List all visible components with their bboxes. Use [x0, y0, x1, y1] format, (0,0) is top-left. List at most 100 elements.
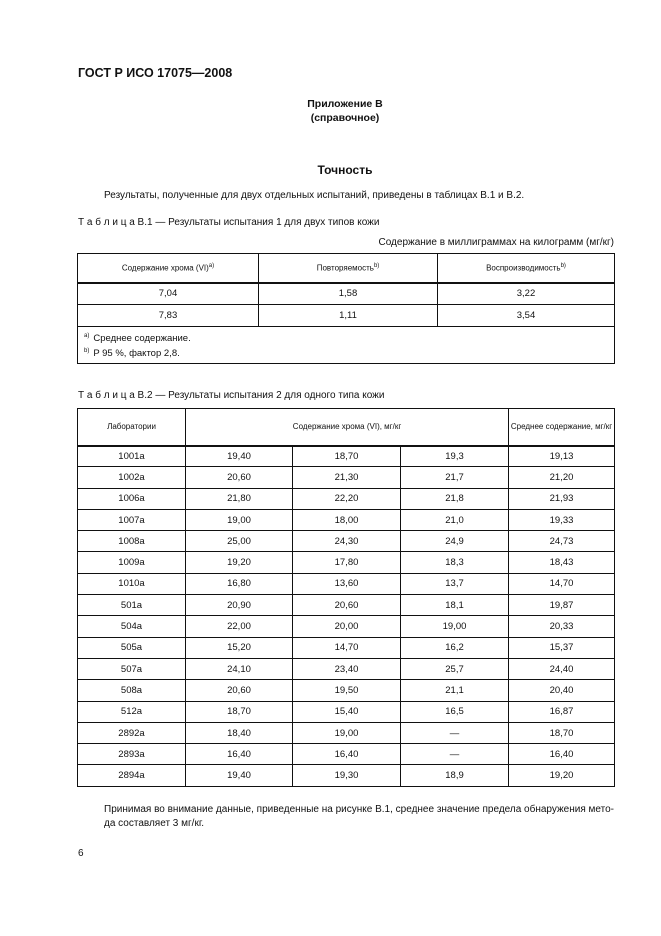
table2: Лаборатории Содержание хрома (VI), мг/кг…: [77, 408, 616, 787]
table-row: 504a 22,00 20,00 19,00 20,33: [77, 615, 616, 638]
table-cell: 18,40: [185, 721, 293, 745]
table-cell: 21,80: [185, 487, 293, 510]
table-cell: 21,8: [399, 487, 510, 510]
table-row: 2894a 19,40 19,30 18,9 19,20: [77, 764, 616, 787]
table-row: 505a 15,20 14,70 16,2 15,37: [77, 636, 616, 659]
table-cell: 18,00: [292, 508, 401, 532]
table1-units: Содержание в миллиграммах на килограмм (…: [378, 237, 614, 248]
table-cell: 22,00: [185, 615, 293, 638]
table-cell: 18,70: [185, 700, 293, 723]
table-cell: 21,20: [508, 466, 616, 489]
table-cell: 18,70: [508, 721, 616, 745]
table-cell: 3,22: [437, 282, 615, 305]
table-cell: 3,54: [437, 304, 615, 327]
table-row: 1006a 21,80 22,20 21,8 21,93: [77, 487, 616, 510]
table-row: 1002a 20,60 21,30 21,7 21,20: [77, 466, 616, 489]
table-cell: 15,20: [185, 636, 293, 659]
table-cell: 20,60: [292, 594, 401, 617]
table-cell: 19,20: [185, 551, 293, 574]
intro-paragraph: Результаты, полученные для двух отдельны…: [104, 190, 525, 201]
lab-cell: 504a: [77, 615, 186, 638]
table-row: 512a 18,70 15,40 16,5 16,87: [77, 700, 616, 723]
table-cell: 19,33: [508, 508, 616, 532]
table1-caption: Т а б л и ц а В.1 — Результаты испытания…: [78, 217, 380, 228]
table-cell: 1,11: [258, 304, 438, 327]
table-cell: 24,9: [399, 530, 510, 553]
table-cell: 19,13: [508, 444, 616, 468]
lab-cell: 507a: [77, 657, 186, 681]
table-cell: 16,80: [185, 572, 293, 596]
closing-paragraph: Принимая во внимание данные, приведенные…: [104, 804, 615, 829]
table-cell: 15,37: [508, 636, 616, 659]
table1-header: Воспроизводимостьb): [437, 253, 615, 284]
table-cell: 20,60: [185, 679, 293, 702]
table-row: 1009a 19,20 17,80 18,3 18,43: [77, 551, 616, 574]
table1-header: Повторяемостьb): [258, 253, 438, 284]
lab-cell: 512a: [77, 700, 186, 723]
table-cell: 19,20: [508, 764, 616, 787]
table-cell: 17,80: [292, 551, 401, 574]
table-cell: 20,40: [508, 679, 616, 702]
table-cell: 24,10: [185, 657, 293, 681]
page-number: 6: [78, 848, 84, 859]
lab-cell: 1006a: [77, 487, 186, 510]
lab-cell: 505a: [77, 636, 186, 659]
table-cell: 7,83: [77, 304, 259, 327]
lab-cell: 508a: [77, 679, 186, 702]
footnote: b) P 95 %, фактор 2,8.: [84, 348, 180, 360]
lab-cell: 1008a: [77, 530, 186, 553]
table1-footnotes: a) Среднее содержание. b) P 95 %, фактор 2…: [77, 325, 615, 365]
lab-cell: 1002a: [77, 466, 186, 489]
lab-cell: 1007a: [77, 508, 186, 532]
table-cell: 20,00: [292, 615, 401, 638]
table-cell: 16,2: [399, 636, 510, 659]
lab-cell: 501a: [77, 594, 186, 617]
section-title: Точность: [317, 163, 373, 177]
table-cell: 15,40: [292, 700, 401, 723]
lab-cell: 2892a: [77, 721, 186, 745]
table-cell: 19,3: [399, 444, 510, 468]
table-cell: 19,87: [508, 594, 616, 617]
table2-header: Лаборатории: [77, 408, 186, 447]
table-row: 1008a 25,00 24,30 24,9 24,73: [77, 530, 616, 553]
table2-header-row: Лаборатории Содержание хрома (VI), мг/кг…: [77, 408, 616, 447]
table-row: 1001a 19,40 18,70 19,3 19,13: [77, 444, 616, 468]
table-row: 2893a 16,40 16,40—16,40: [77, 743, 616, 766]
table-cell: 19,00: [292, 721, 401, 745]
table-cell: 19,00: [399, 615, 510, 638]
table-cell: 18,1: [399, 594, 510, 617]
table-cell: —: [399, 743, 510, 766]
table-row: 7,83 1,11 3,54: [77, 304, 615, 327]
document-header: ГОСТ Р ИСО 17075—2008: [78, 66, 233, 80]
lab-cell: 1001a: [77, 444, 186, 468]
table-cell: 18,9: [399, 764, 510, 787]
table-cell: 1,58: [258, 282, 438, 305]
table-cell: 24,73: [508, 530, 616, 553]
table-cell: 16,87: [508, 700, 616, 723]
table-cell: 25,00: [185, 530, 293, 553]
table-cell: 25,7: [399, 657, 510, 681]
table-cell: 7,04: [77, 282, 259, 305]
table-cell: 20,33: [508, 615, 616, 638]
table-cell: 19,40: [185, 444, 293, 468]
table-cell: 24,40: [508, 657, 616, 681]
annex-title: Приложение В: [307, 98, 383, 110]
table-cell: 18,43: [508, 551, 616, 574]
lab-cell: 1010a: [77, 572, 186, 596]
table-cell: 21,30: [292, 466, 401, 489]
table-row: 7,04 1,58 3,22: [77, 282, 615, 305]
table-cell: 16,40: [292, 743, 401, 766]
table-cell: 19,00: [185, 508, 293, 532]
lab-cell: 2893a: [77, 743, 186, 766]
table-cell: 23,40: [292, 657, 401, 681]
table-cell: 13,60: [292, 572, 401, 596]
footnote: a) Среднее содержание.: [84, 333, 191, 345]
table1-header-row: Содержание хрома (VI)a) Повторяемостьb) …: [77, 253, 615, 284]
table-cell: 18,70: [292, 444, 401, 468]
table-row: 501a 20,90 20,60 18,1 19,87: [77, 594, 616, 617]
table-row: 507a 24,10 23,40 25,7 24,40: [77, 657, 616, 681]
table-cell: 24,30: [292, 530, 401, 553]
table-row: 2892a 18,40 19,00—18,70: [77, 721, 616, 745]
table-cell: 18,3: [399, 551, 510, 574]
